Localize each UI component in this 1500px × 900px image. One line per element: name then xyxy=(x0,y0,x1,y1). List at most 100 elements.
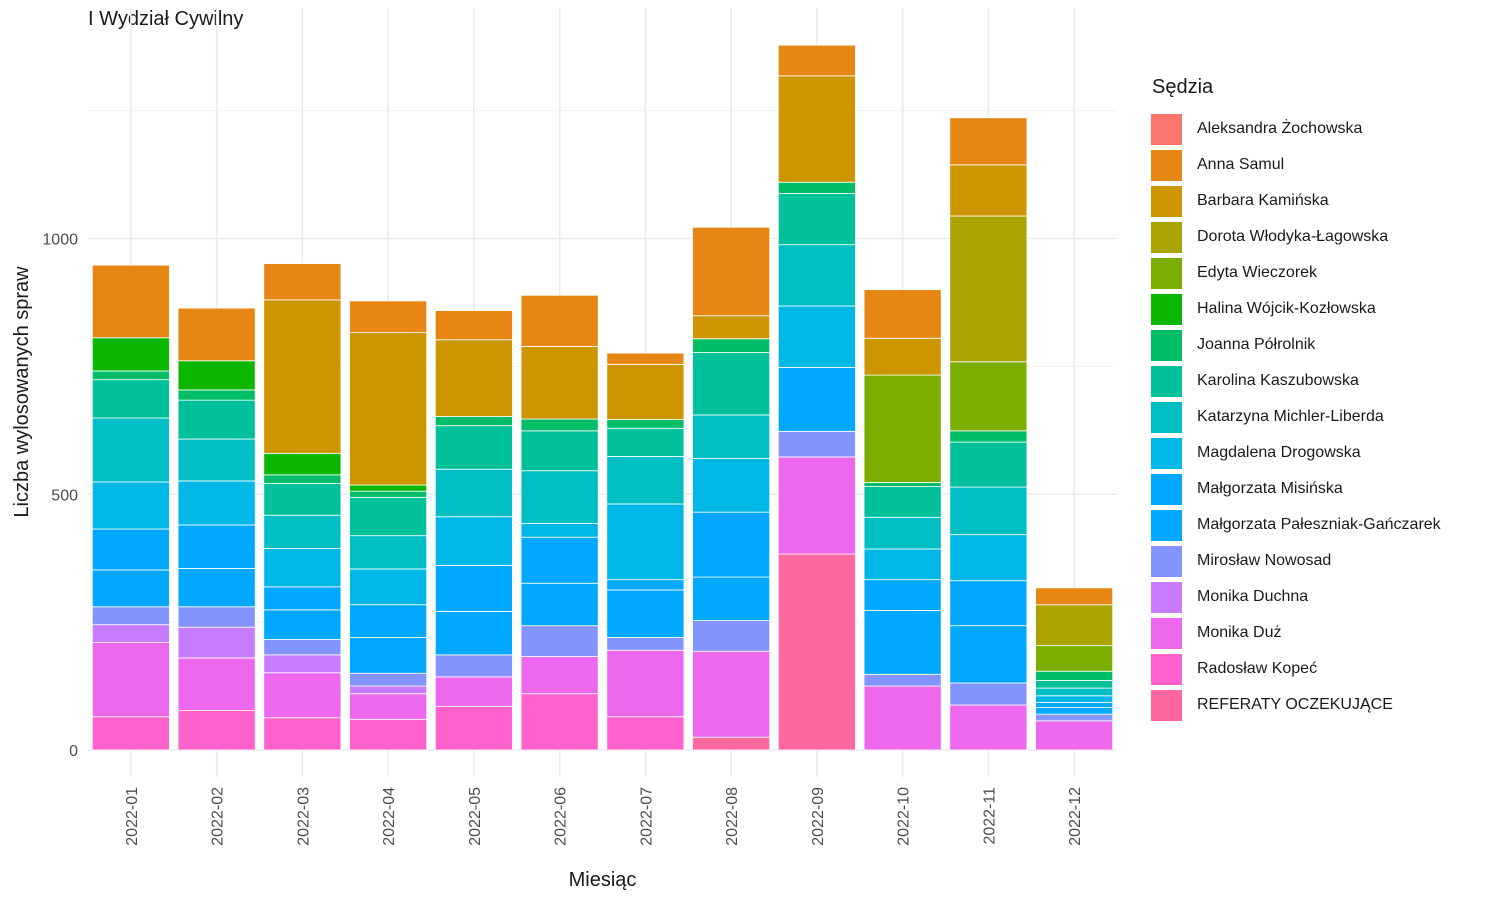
axes: 0 500 1000 2022-01 2022-02 2022-03 2022-04 2022… xyxy=(11,232,1084,892)
bar-segment xyxy=(177,480,256,526)
bar-segment xyxy=(91,379,170,419)
bar-segment xyxy=(777,75,856,183)
bar-segment xyxy=(692,736,771,751)
bar-segment xyxy=(263,654,342,674)
bar-segment xyxy=(863,685,942,751)
bar-segment xyxy=(91,569,170,608)
x-axis-title: Miesiąc xyxy=(569,869,637,891)
legend-item: Małgorzata Misińska xyxy=(1151,471,1441,507)
legend-label: Radosław Kopeć xyxy=(1197,660,1318,677)
legend-key-swatch xyxy=(1151,149,1182,181)
legend-key-swatch xyxy=(1151,689,1182,721)
bar-segment xyxy=(692,226,771,317)
bar-segment xyxy=(1035,713,1114,722)
bar-segment xyxy=(606,649,685,718)
bar-segment xyxy=(91,417,170,483)
bar-segment xyxy=(777,553,856,751)
legend-label: Anna Samul xyxy=(1197,156,1285,173)
bar-segment xyxy=(520,625,599,657)
bar-segment xyxy=(692,352,771,416)
bar-segment xyxy=(777,44,856,77)
legend-label: Katarzyna Michler-Liberda xyxy=(1197,408,1384,425)
bar-segment xyxy=(349,693,428,720)
bar-segment xyxy=(91,716,170,751)
bar-segment xyxy=(606,503,685,581)
bar-segment xyxy=(949,534,1028,582)
x-tick-label: 2022-11 xyxy=(981,787,998,845)
bar-segment xyxy=(692,315,771,340)
bar-segment xyxy=(692,458,771,513)
bar-segment xyxy=(434,654,513,678)
legend-item: Radosław Kopeć xyxy=(1151,651,1441,687)
bar-segment xyxy=(263,452,342,476)
bar-segment xyxy=(349,685,428,695)
bar-segment xyxy=(349,332,428,486)
bar-segment xyxy=(434,310,513,341)
bar-segment xyxy=(949,486,1028,536)
bar-segment xyxy=(263,299,342,454)
legend-key-swatch xyxy=(1151,437,1182,469)
bar-segment xyxy=(91,264,170,339)
bar-segment xyxy=(1035,670,1114,681)
bar-segment xyxy=(349,718,428,751)
bar-segment xyxy=(434,425,513,470)
bar-segment xyxy=(949,117,1028,166)
bar-segment xyxy=(263,514,342,549)
bar-segment xyxy=(949,441,1028,488)
legend-item: Katarzyna Michler-Liberda xyxy=(1151,399,1441,435)
bar-segment xyxy=(949,430,1028,443)
bar-segment xyxy=(349,496,428,537)
bar-segment xyxy=(263,672,342,719)
legend: Sędzia Aleksandra Żochowska Anna Samul Bar… xyxy=(1151,76,1441,723)
bar-segment xyxy=(177,710,256,751)
bars xyxy=(91,44,1114,751)
bar-segment xyxy=(606,637,685,651)
bar-segment xyxy=(263,639,342,656)
bar-segment xyxy=(349,300,428,334)
bar-segment xyxy=(91,606,170,626)
legend-key-swatch xyxy=(1151,653,1182,685)
bar-segment xyxy=(91,642,170,718)
legend-item: Mirosław Nowosad xyxy=(1151,543,1441,579)
bar-segment xyxy=(434,516,513,566)
legend-label: Monika Duchna xyxy=(1197,588,1309,605)
legend-key-swatch xyxy=(1151,257,1182,289)
legend-item: Karolina Kaszubowska xyxy=(1151,363,1441,399)
bar-segment xyxy=(177,307,256,362)
x-tick-label: 2022-03 xyxy=(295,787,312,846)
bar-segment xyxy=(434,339,513,417)
legend-label: Joanna Półrolnik xyxy=(1197,336,1316,353)
bar-segment xyxy=(349,672,428,687)
legend-item: Magdalena Drogowska xyxy=(1151,435,1441,471)
legend-item: Barbara Kamińska xyxy=(1151,183,1441,219)
bar-segment xyxy=(692,414,771,459)
bar-segment xyxy=(91,337,170,372)
bar-segment xyxy=(606,427,685,457)
legend-key-swatch xyxy=(1151,545,1182,577)
bar-segment xyxy=(177,399,256,440)
x-tick-label: 2022-02 xyxy=(210,787,227,846)
bar-segment xyxy=(177,568,256,608)
legend-label: Dorota Włodyka-Łagowska xyxy=(1197,228,1389,245)
bar-segment xyxy=(606,589,685,638)
bar-segment xyxy=(263,483,342,516)
legend-key-swatch xyxy=(1151,293,1182,325)
bar-segment xyxy=(692,650,771,738)
bar-segment xyxy=(177,360,256,391)
legend-key-swatch xyxy=(1151,185,1182,217)
legend-key-swatch xyxy=(1151,221,1182,253)
bar-segment xyxy=(863,673,942,687)
bar-segment xyxy=(949,215,1028,363)
x-tick-label: 2022-10 xyxy=(896,787,913,846)
x-tick-label: 2022-08 xyxy=(724,787,741,846)
bar-segment xyxy=(949,704,1028,751)
bar-segment xyxy=(520,655,599,695)
x-tick-label: 2022-06 xyxy=(553,787,570,846)
legend-item: Anna Samul xyxy=(1151,147,1441,183)
legend-item: Aleksandra Żochowska xyxy=(1151,111,1441,147)
bar-segment xyxy=(520,418,599,432)
bar-segment xyxy=(606,419,685,429)
bar-segment xyxy=(949,682,1028,706)
bar-segment xyxy=(177,438,256,482)
bar-segment xyxy=(520,523,599,538)
